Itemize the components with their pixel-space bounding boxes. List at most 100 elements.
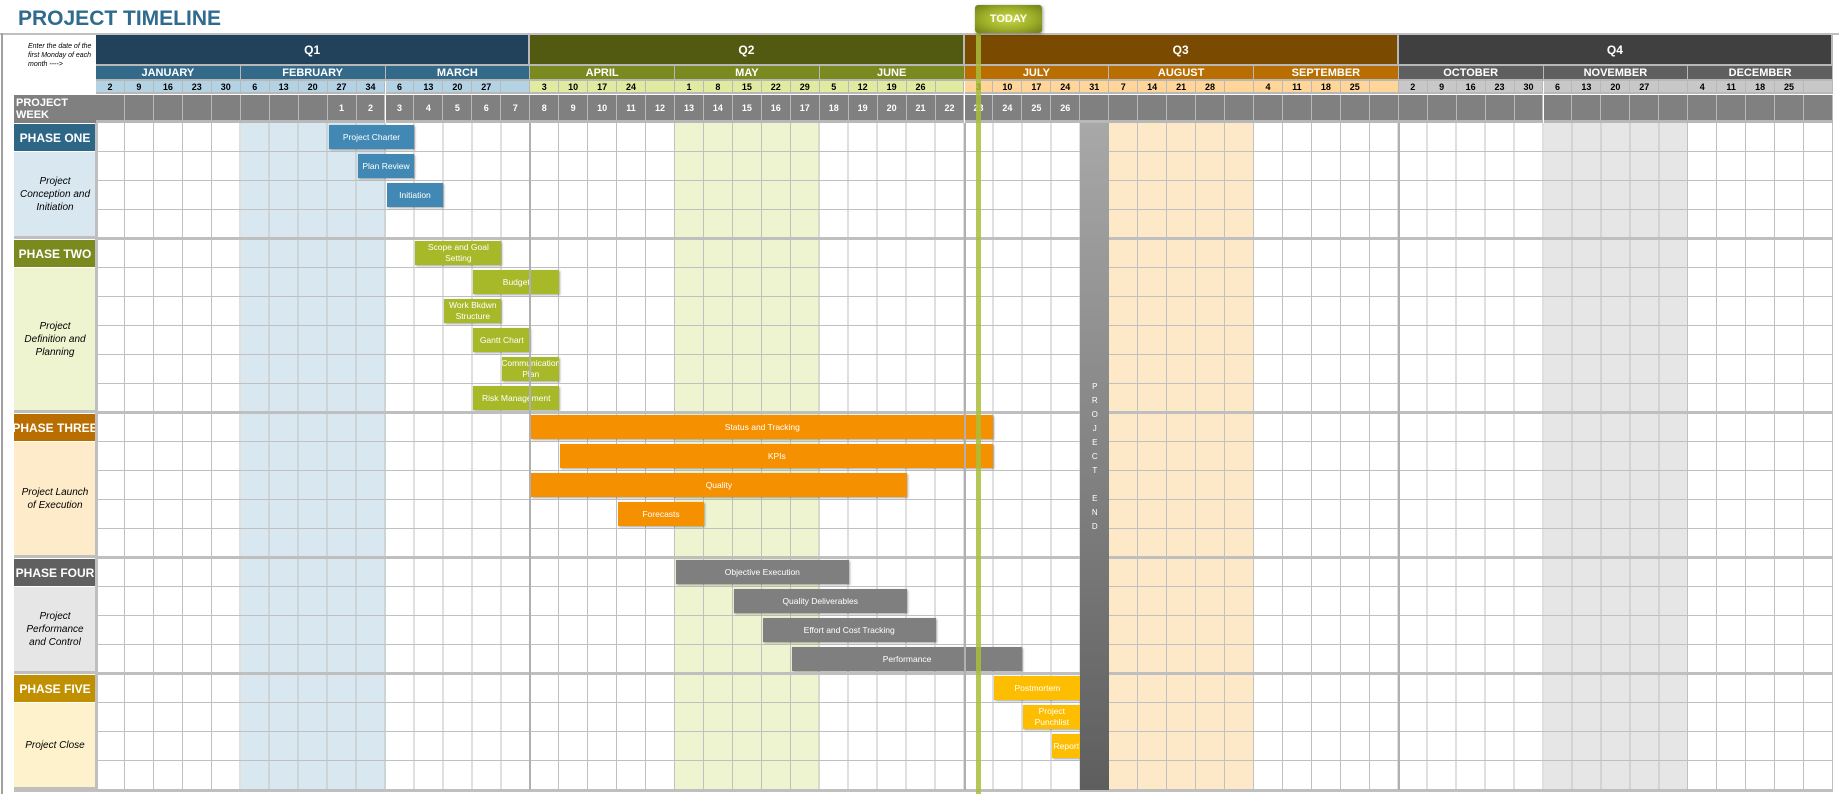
phase-header-1: PHASE ONE — [14, 124, 96, 151]
week-date-cell — [1804, 81, 1833, 94]
task-bar[interactable]: Forecasts — [618, 502, 704, 526]
project-week-cell: 5 — [443, 95, 473, 123]
project-week-cell: 25 — [1022, 95, 1052, 123]
week-date-cell — [646, 81, 675, 94]
week-date-cell: 18 — [1746, 81, 1776, 94]
project-end-letter — [1094, 478, 1096, 492]
week-date-cell: 1 — [675, 81, 704, 94]
week-date-cell: 14 — [1138, 81, 1168, 94]
phase-description: Project Conception and Initiation — [14, 152, 96, 239]
task-bar[interactable]: Effort and Cost Tracking — [762, 618, 936, 642]
week-date-cell: 30 — [211, 81, 241, 94]
week-date-cell: 17 — [588, 81, 618, 94]
task-bar[interactable]: Initiation — [386, 183, 444, 207]
week-date-cell: 20 — [1601, 81, 1631, 94]
week-date-cell: 20 — [443, 81, 473, 94]
task-bar[interactable]: Performance — [791, 647, 1023, 671]
task-bar[interactable]: Quality — [531, 473, 907, 497]
task-bar[interactable]: Gantt Chart — [473, 328, 531, 352]
phase-description: Project Launch of Execution — [14, 442, 96, 558]
project-week-cell — [1138, 95, 1168, 123]
week-date-cell: 13 — [1572, 81, 1602, 94]
project-week-cell: 13 — [675, 95, 704, 123]
phase-description: Project Performance and Control — [14, 587, 96, 674]
week-date-cell: 2 — [1398, 81, 1428, 94]
month-header: JUNE — [819, 66, 965, 81]
week-date-cell: 8 — [703, 81, 733, 94]
project-week-cell — [1775, 95, 1805, 123]
task-bar[interactable]: Objective Execution — [676, 560, 849, 584]
task-bar[interactable]: Work Bkdwn Structure — [444, 299, 502, 323]
task-bar[interactable]: Report — [1052, 734, 1081, 758]
project-week-label: PROJECT WEEK — [14, 95, 96, 123]
task-bar[interactable]: Postmortem — [994, 676, 1081, 700]
phase-header-2: PHASE TWO — [14, 240, 96, 267]
month-header: JULY — [964, 66, 1110, 81]
task-bar[interactable]: KPIs — [560, 444, 994, 468]
project-week-cell: 15 — [732, 95, 762, 123]
task-bar[interactable]: Risk Management — [473, 386, 560, 410]
task-bar[interactable]: Plan Review — [357, 154, 415, 178]
project-week-cell — [1225, 95, 1254, 123]
project-week-cell — [1485, 95, 1515, 123]
week-date-cell — [1369, 81, 1399, 94]
week-date-cell: 24 — [1051, 81, 1081, 94]
week-date-cell: 4 — [1688, 81, 1718, 94]
week-date-cell: 9 — [124, 81, 154, 94]
shaded-month-band — [1543, 123, 1689, 790]
week-date-cell: 2 — [96, 81, 125, 94]
week-date-cell: 9 — [1427, 81, 1457, 94]
week-date-cell: 6 — [240, 81, 270, 94]
project-week-cell — [1369, 95, 1399, 123]
project-end-letter: E — [1092, 437, 1098, 447]
project-week-cell — [269, 95, 299, 123]
week-date-cell — [1659, 81, 1689, 94]
project-week-cell: 21 — [906, 95, 936, 123]
project-week-cell: 17 — [790, 95, 820, 123]
project-week-cell: 12 — [646, 95, 675, 123]
week-date-cell: 10 — [559, 81, 589, 94]
month-header: DECEMBER — [1688, 66, 1833, 81]
week-date-cell: 27 — [327, 81, 357, 94]
week-date-cell: 19 — [877, 81, 907, 94]
project-week-cell — [240, 95, 270, 123]
project-week-cell — [1746, 95, 1776, 123]
task-bar[interactable]: Budget — [473, 270, 560, 294]
week-date-cell: 24 — [617, 81, 647, 94]
project-week-cell — [1196, 95, 1226, 123]
project-week-cell: 7 — [501, 95, 531, 123]
week-date-cell: 20 — [298, 81, 328, 94]
project-week-cell — [1427, 95, 1457, 123]
project-week-cell — [1514, 95, 1544, 123]
task-bar[interactable]: Quality Deliverables — [733, 589, 907, 613]
project-week-cell — [153, 95, 183, 123]
task-bar[interactable]: Status and Tracking — [531, 415, 994, 439]
task-bar[interactable]: Project Punchlist — [1023, 705, 1081, 729]
project-week-cell — [1688, 95, 1718, 123]
quarter-divider — [963, 123, 966, 790]
task-bar[interactable]: Scope and Goal Setting — [415, 241, 502, 265]
week-date-cell: 15 — [732, 81, 762, 94]
project-week-cell: 18 — [819, 95, 849, 123]
project-end-letter: D — [1091, 521, 1098, 531]
week-date-cell: 27 — [1630, 81, 1660, 94]
today-button[interactable]: TODAY — [974, 5, 1042, 33]
project-week-cell: 2 — [356, 95, 386, 123]
project-week-cell: 11 — [617, 95, 647, 123]
project-week-cell — [1601, 95, 1631, 123]
today-line — [976, 33, 982, 794]
project-week-cell — [1167, 95, 1197, 123]
week-date-cell: 31 — [1080, 81, 1110, 94]
project-end-letter: C — [1091, 451, 1098, 461]
week-date-cell: 26 — [906, 81, 936, 94]
week-date-cell: 28 — [1196, 81, 1226, 94]
quarter-divider — [529, 123, 532, 790]
quarter-header: Q1 — [96, 35, 531, 66]
task-bar[interactable]: Project Charter — [328, 125, 415, 149]
week-date-cell: 7 — [1109, 81, 1139, 94]
week-date-cell: 23 — [182, 81, 212, 94]
week-date-cell: 4 — [1254, 81, 1283, 94]
project-week-cell — [182, 95, 212, 123]
week-date-cell: 21 — [1167, 81, 1197, 94]
project-week-cell: 1 — [327, 95, 357, 123]
